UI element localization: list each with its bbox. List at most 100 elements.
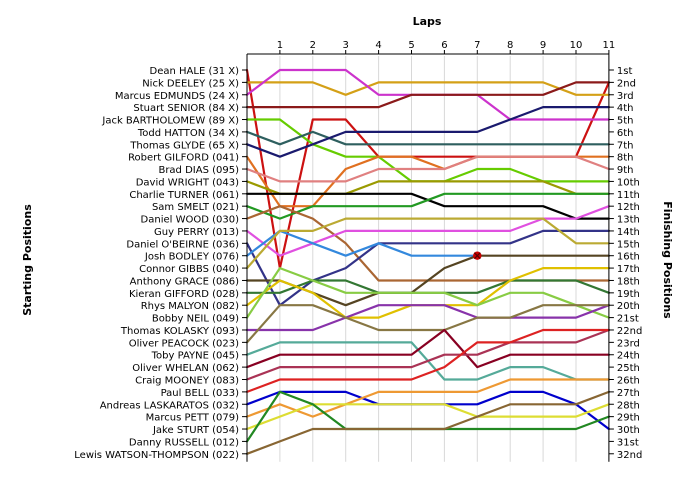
- lap-label: 5: [408, 40, 414, 51]
- lap-label: 1: [277, 40, 283, 51]
- finishing-label: 26th: [617, 376, 640, 387]
- finishing-label: 11th: [617, 190, 640, 201]
- finishing-label: 7th: [617, 140, 634, 151]
- retirement-markers: [473, 251, 482, 260]
- finishing-label: 10th: [617, 177, 640, 188]
- starting-label: Anthony GRACE (086): [130, 276, 239, 287]
- starting-label: Connor GIBBS (040): [139, 264, 239, 275]
- series-line: [245, 390, 611, 455]
- starting-label: Marcus EDMUNDS (24 X): [115, 91, 239, 102]
- series-line: [245, 328, 611, 381]
- starting-label: Bobby NEIL (049): [152, 314, 239, 325]
- series-line: [245, 81, 611, 96]
- finishing-label: 18th: [617, 276, 640, 287]
- lap-label: 9: [540, 40, 546, 51]
- lap-label: 8: [507, 40, 513, 51]
- starting-label: Andreas LASKARATOS (032): [100, 400, 239, 411]
- lap-label: 2: [310, 40, 316, 51]
- starting-label: Oliver PEACOCK (023): [129, 338, 239, 349]
- series-line: [245, 105, 611, 158]
- starting-label: Sam SMELT (021): [152, 202, 239, 213]
- series-line: [245, 304, 611, 344]
- starting-label: Paul BELL (033): [161, 388, 239, 399]
- finishing-label: 13th: [617, 215, 640, 226]
- starting-label: Oliver WHELAN (062): [132, 363, 239, 374]
- series-line: [245, 155, 611, 183]
- series-line: [245, 403, 611, 431]
- lap-label: 3: [343, 40, 349, 51]
- lap-labels: 1 2 3 4 5 6 7 8 9 10 11: [277, 40, 616, 51]
- finishing-label: 28th: [617, 400, 640, 411]
- finishing-label: 22nd: [617, 326, 642, 337]
- finishing-label: 21st: [617, 314, 639, 325]
- series-line: [245, 279, 611, 294]
- starting-label: Robert GILFORD (041): [128, 153, 239, 164]
- finishing-label: 4th: [617, 103, 634, 114]
- series-layer: [245, 68, 611, 455]
- starting-label: Guy PERRY (013): [154, 227, 239, 238]
- starting-label: Danny RUSSELL (012): [129, 437, 239, 448]
- grid-lines: [279, 56, 610, 462]
- finishing-label: 32nd: [617, 450, 642, 461]
- series-line: [245, 267, 611, 319]
- starting-label: Lewis WATSON-THOMPSON (022): [74, 450, 239, 461]
- finishing-label: 30th: [617, 425, 640, 436]
- finishing-label: 15th: [617, 239, 640, 250]
- lap-label: 4: [375, 40, 381, 51]
- finishing-label: 8th: [617, 153, 634, 164]
- starting-position-labels: Dean HALE (31 X)Nick DEELEY (25 X) Marcus…: [74, 66, 239, 461]
- series-line: [245, 304, 611, 332]
- finishing-label: 20th: [617, 301, 640, 312]
- starting-label: David WRIGHT (043): [136, 177, 239, 188]
- starting-label: Toby PAYNE (045): [151, 351, 240, 362]
- starting-label: Thomas GLYDE (65 X): [129, 140, 239, 151]
- finishing-label: 16th: [617, 252, 640, 263]
- starting-label: Kieran GIFFORD (028): [129, 289, 239, 300]
- finishing-label: 14th: [617, 227, 640, 238]
- starting-label: Stuart SENIOR (84 X): [133, 103, 239, 114]
- starting-label: Marcus PETT (079): [146, 413, 239, 424]
- left-axis-title: Starting Positions: [21, 204, 34, 316]
- series-line: [245, 328, 611, 369]
- series-line: [245, 229, 479, 257]
- starting-label: Brad DIAS (095): [158, 165, 239, 176]
- x-axis-title: Laps: [413, 15, 442, 28]
- starting-label: Todd HATTON (34 X): [137, 128, 239, 139]
- finishing-label: 29th: [617, 413, 640, 424]
- series-line: [245, 180, 611, 195]
- lap-label: 11: [603, 40, 616, 51]
- starting-label: Dean HALE (31 X): [150, 66, 240, 77]
- finishing-label: 9th: [617, 165, 634, 176]
- series-line: [245, 205, 611, 257]
- starting-label: Daniel O'BEIRNE (036): [126, 239, 239, 250]
- retired-marker-cross: [473, 252, 481, 260]
- series-line: [245, 192, 611, 220]
- series-line: [245, 81, 611, 109]
- starting-label: Charlie TURNER (061): [129, 190, 239, 201]
- axes-layer: [242, 50, 614, 462]
- finishing-label: 19th: [617, 289, 640, 300]
- starting-label: Craig MOONEY (083): [135, 376, 239, 387]
- series-line: [245, 378, 611, 418]
- series-line: [245, 130, 611, 146]
- finishing-label: 5th: [617, 116, 634, 127]
- starting-label: Daniel WOOD (030): [141, 215, 240, 226]
- finishing-label: 12th: [617, 202, 640, 213]
- series-line: [245, 229, 611, 307]
- finishing-label: 3rd: [617, 91, 634, 102]
- series-line: [245, 390, 611, 431]
- finishing-label: 6th: [617, 128, 634, 139]
- starting-label: Thomas KOLASKY (093): [120, 326, 239, 337]
- starting-label: Josh BODLEY (076): [144, 252, 239, 263]
- finishing-label: 17th: [617, 264, 640, 275]
- finishing-label: 25th: [617, 363, 640, 374]
- finishing-label: 2nd: [617, 78, 636, 89]
- retired-marker: [473, 251, 482, 260]
- starting-label: Jake STURT (054): [152, 425, 239, 436]
- finishing-label: 31st: [617, 437, 639, 448]
- finishing-label: 24th: [617, 351, 640, 362]
- starting-label: Jack BARTHOLOMEW (89 X): [101, 116, 239, 127]
- lap-label: 7: [474, 40, 480, 51]
